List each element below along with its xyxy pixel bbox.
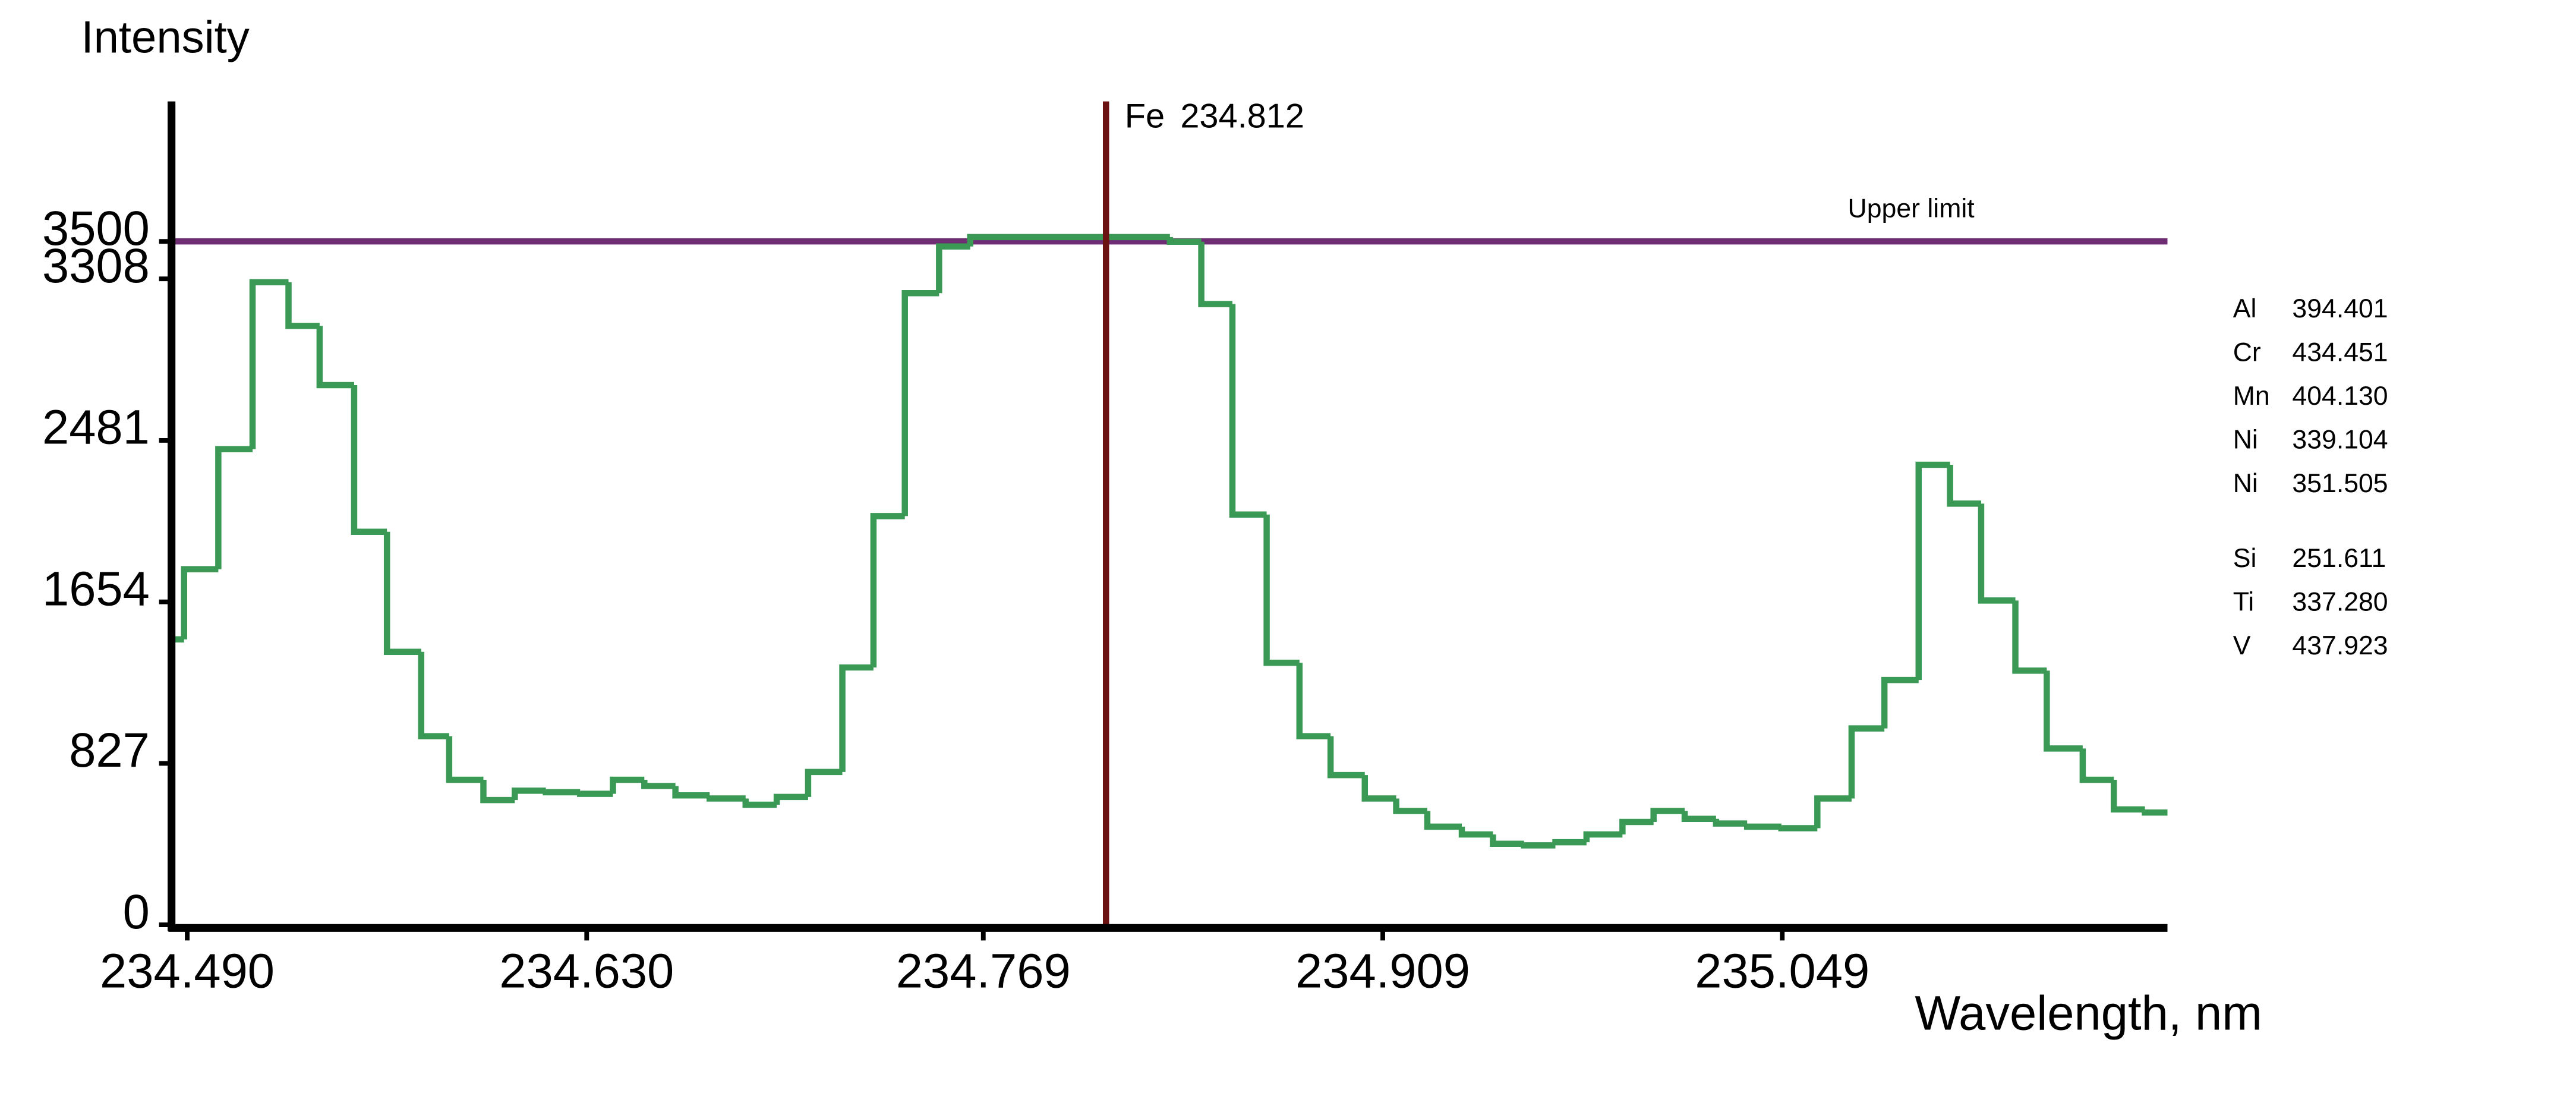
spectrum-step [641,779,676,789]
spectrum-step [577,790,613,797]
spectrum-step [1327,736,1365,779]
spectrum-step [1814,795,1852,829]
spectrum-step [967,234,1002,247]
element-symbol: Ni [2233,425,2258,454]
element-symbol: Si [2233,544,2257,573]
x-tick-label: 235.049 [1695,944,1869,998]
spectrum-step [805,768,843,797]
spectrum-step [383,531,421,656]
element-symbol: Ti [2233,587,2255,616]
x-tick-label: 234.630 [499,944,674,998]
y-tick-label: 0 [123,885,150,939]
spectrum-step [2079,748,2114,783]
spectrum-step [1263,514,1300,666]
spectrum-step [610,776,645,794]
spectrum-step [773,793,808,805]
spectrum-step [1881,676,1919,729]
x-tick-label: 234.490 [100,944,275,998]
spectrum-step [1521,842,1556,849]
spectrum-step [1947,465,1981,507]
spectrum-step [1583,831,1623,843]
element-wavelength: 434.451 [2292,338,2388,367]
spectrum-step [351,385,387,535]
spectrum-step [543,789,581,796]
spectrum-step [1915,461,1950,681]
spectrum-step [480,779,515,804]
spectrum-step [1650,808,1685,822]
spectrum-step [1978,503,2016,604]
spectrum-step [1361,775,1396,802]
spectrum-step [215,446,253,569]
spectrum-step [870,513,905,668]
spectrum-step [839,664,874,772]
spectrum-step [316,326,354,389]
spectrum-step [1296,663,1331,739]
element-wavelength: 337.280 [2292,587,2388,616]
spectrum-step [2012,600,2047,674]
element-symbol: Mn [2233,382,2270,411]
y-tick-label: 2481 [42,401,150,455]
y-tick-label: 3500 [42,201,150,256]
element-symbol: V [2233,631,2251,660]
spectrum-step [742,798,777,808]
spectrum-step [1619,818,1654,834]
y-tick-label: 1654 [42,562,150,616]
spectrum-step [1743,823,1782,830]
spectrum-step [249,279,289,449]
x-axis-label: Wavelength, nm [1915,986,2262,1040]
spectrum-step [1681,811,1716,822]
element-wavelength: 251.611 [2292,544,2386,573]
spectrum-step [2044,670,2083,752]
spectrum-step [512,787,546,801]
spectrum-step [2142,809,2168,816]
spectrum-step [1778,825,1818,831]
spectrum-step [901,289,939,516]
spectrum-step [418,651,449,739]
spectrum-step [1458,826,1493,838]
spectrum-step [1424,811,1462,830]
spectrum-step [1490,834,1524,848]
element-wavelength: 404.130 [2292,382,2388,411]
x-tick-label: 234.769 [896,944,1071,998]
element-wavelength: 437.923 [2292,631,2388,660]
fe-wavelength: 234.812 [1180,97,1304,136]
spectrum-step [707,795,746,802]
y-tick-label: 3308 [42,239,150,293]
y-axis-label: Intensity [81,12,249,62]
x-tick-label: 234.909 [1295,944,1470,998]
spectrum-step [2110,779,2145,813]
element-symbol: Al [2233,294,2257,323]
spectrum-step [1713,818,1748,827]
element-symbol: Cr [2233,338,2261,367]
spectrum-step [1552,839,1587,846]
y-tick-label: 827 [69,723,150,777]
fe-label: Fe 234.812 [1125,97,1304,136]
spectrum-step [1848,725,1885,799]
element-wavelength: 394.401 [2292,294,2388,323]
spectrum-step [672,786,710,799]
spectrum-step [936,243,970,294]
spectrum-step [1393,798,1427,814]
upper-limit-label: Upper limit [1848,194,1975,223]
spectrum-step [1229,304,1267,518]
spectrum-step [285,282,320,329]
element-wavelength: 351.505 [2292,469,2388,498]
spectrum-step [446,736,484,783]
element-wavelength: 339.104 [2292,425,2388,454]
fe-element: Fe [1125,97,1165,136]
spectrum-step [181,566,219,640]
spectrum-step [1166,237,1202,245]
element-symbol: Ni [2233,469,2258,498]
spectrum-step [1198,241,1232,307]
